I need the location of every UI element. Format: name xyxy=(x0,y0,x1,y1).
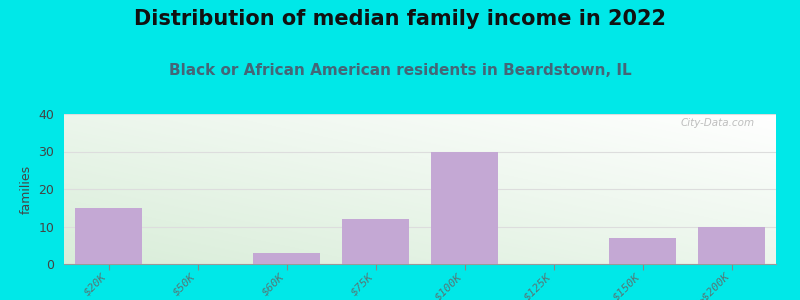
Bar xyxy=(253,253,320,264)
Bar xyxy=(698,226,765,264)
Bar xyxy=(75,208,142,264)
Text: City-Data.com: City-Data.com xyxy=(681,118,754,128)
Text: Distribution of median family income in 2022: Distribution of median family income in … xyxy=(134,9,666,29)
Bar xyxy=(609,238,676,264)
Text: Black or African American residents in Beardstown, IL: Black or African American residents in B… xyxy=(169,63,631,78)
Bar xyxy=(431,152,498,264)
Bar xyxy=(342,219,409,264)
Y-axis label: families: families xyxy=(20,164,33,214)
